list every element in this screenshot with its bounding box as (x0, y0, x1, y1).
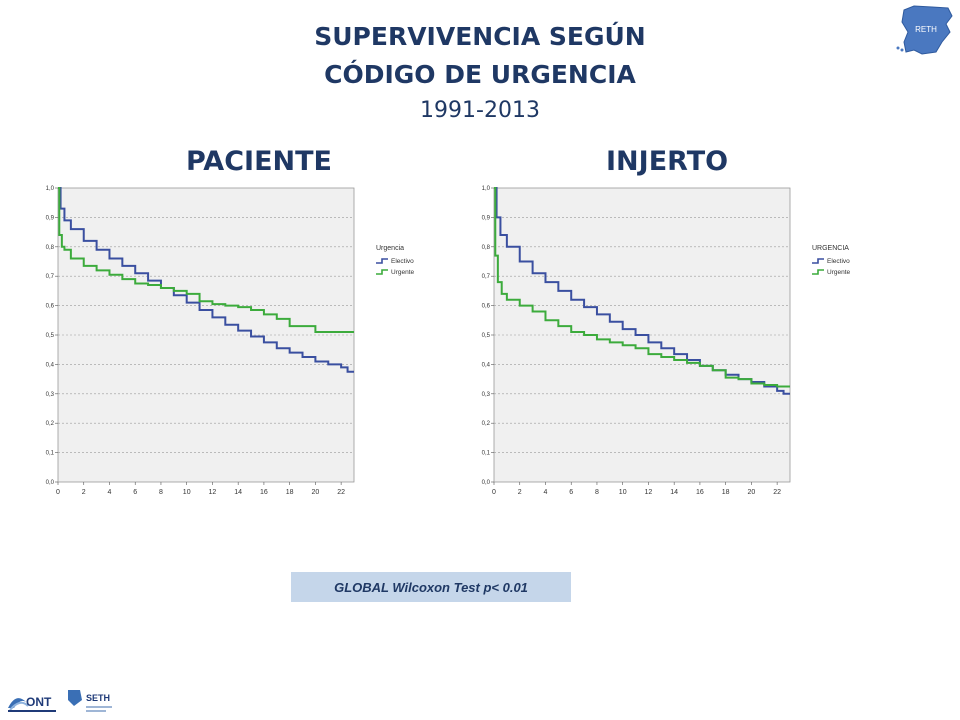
x-tick-label: 0 (56, 489, 60, 496)
y-tick-label: 0,9 (482, 215, 491, 221)
y-tick-label: 0,8 (46, 245, 55, 251)
series-line-urgente (58, 187, 354, 334)
seth-logo: SETH (68, 690, 112, 712)
spain-map-logo: RETH (896, 5, 953, 55)
chart-title-injerto: INJERTO (606, 146, 729, 177)
x-tick-label: 16 (260, 489, 268, 496)
legend-label-urgente: Urgente (391, 269, 415, 276)
y-tick-label: 1,0 (482, 186, 491, 192)
y-tick-label: 0,6 (46, 304, 55, 310)
wilcoxon-test-box: GLOBAL Wilcoxon Test p< 0.01 (291, 572, 571, 602)
y-tick-label: 0,2 (482, 421, 491, 427)
y-tick-label: 0,8 (482, 245, 491, 251)
series-line-electivo (58, 187, 354, 373)
legend-swatch-electivo (812, 258, 824, 264)
x-tick-label: 0 (492, 489, 496, 496)
y-tick-label: 0,7 (482, 274, 491, 280)
legend-title: URGENCIA (812, 245, 849, 252)
seth-logo-text: SETH (86, 693, 110, 703)
title-line-1: SUPERVIVENCIA SEGÚN (314, 22, 646, 51)
y-tick-label: 0,5 (46, 333, 55, 339)
y-tick-label: 0,4 (46, 362, 55, 368)
y-tick-label: 0,7 (46, 274, 55, 280)
x-tick-label: 4 (544, 489, 548, 496)
x-tick-label: 14 (670, 489, 678, 496)
x-tick-label: 20 (747, 489, 755, 496)
x-tick-label: 16 (696, 489, 704, 496)
survival-chart-paciente: 0,0 0,1 0,2 0,3 0,4 0,5 0,6 0,7 0,8 0,9 1,0 0 2 4 6 8 10… (46, 186, 415, 496)
x-tick-label: 8 (595, 489, 599, 496)
x-tick-label: 8 (159, 489, 163, 496)
x-tick-label: 12 (645, 489, 653, 496)
x-tick-label: 4 (108, 489, 112, 496)
y-tick-label: 0,1 (46, 451, 55, 457)
x-tick-label: 6 (133, 489, 137, 496)
ont-logo: ONT (8, 695, 56, 712)
y-tick-label: 0,3 (46, 392, 55, 398)
x-tick-label: 18 (286, 489, 294, 496)
y-tick-label: 0,6 (482, 304, 491, 310)
legend-title: Urgencia (376, 245, 404, 252)
chart-title-paciente: PACIENTE (186, 146, 332, 177)
x-tick-label: 10 (183, 489, 191, 496)
x-tick-label: 10 (619, 489, 627, 496)
x-tick-label: 2 (518, 489, 522, 496)
legend-label-electivo: Electivo (827, 258, 850, 265)
title-years: 1991-2013 (420, 98, 540, 123)
ont-logo-text: ONT (26, 695, 52, 709)
legend-swatch-urgente (812, 269, 824, 275)
x-tick-label: 18 (722, 489, 730, 496)
y-tick-label: 0,4 (482, 362, 491, 368)
y-tick-label: 1,0 (46, 186, 55, 192)
legend-swatch-electivo (376, 258, 388, 264)
survival-chart-injerto: 0,0 0,1 0,2 0,3 0,4 0,5 0,6 0,7 0,8 0,9 1,0 0 2 4 6 8 10… (482, 186, 851, 496)
y-tick-label: 0,9 (46, 215, 55, 221)
x-tick-label: 22 (773, 489, 781, 496)
y-tick-label: 0,2 (46, 421, 55, 427)
x-tick-label: 20 (311, 489, 319, 496)
y-tick-label: 0,3 (482, 392, 491, 398)
y-tick-label: 0,5 (482, 333, 491, 339)
series-line-urgente (494, 187, 790, 388)
legend-label-urgente: Urgente (827, 269, 851, 276)
y-tick-label: 0,0 (482, 480, 491, 486)
title-line-2: CÓDIGO DE URGENCIA (324, 60, 636, 89)
y-tick-label: 0,0 (46, 480, 55, 486)
legend-label-electivo: Electivo (391, 258, 414, 265)
y-tick-label: 0,1 (482, 451, 491, 457)
x-tick-label: 2 (82, 489, 86, 496)
legend-swatch-urgente (376, 269, 388, 275)
x-tick-label: 22 (337, 489, 345, 496)
x-tick-label: 6 (569, 489, 573, 496)
x-tick-label: 12 (209, 489, 217, 496)
x-tick-label: 14 (234, 489, 242, 496)
map-logo-text: RETH (915, 25, 937, 34)
